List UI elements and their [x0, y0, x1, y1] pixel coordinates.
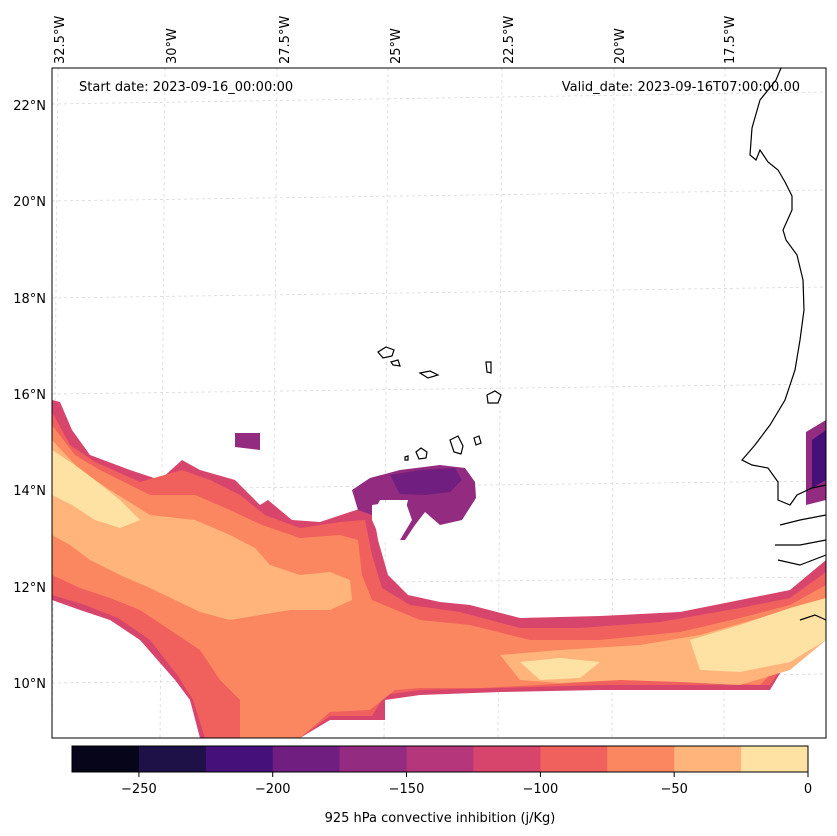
colorbar-swatch	[205, 746, 274, 772]
island-sao-vicente	[390, 359, 401, 367]
cin-east-coast-core	[812, 430, 826, 488]
colorbar-tick-label: 0	[804, 782, 812, 797]
colorbar-swatch	[138, 746, 207, 772]
island-santo-antao	[377, 346, 395, 359]
cin-band-25-0b	[690, 598, 826, 672]
lat-label: 22°N	[13, 99, 46, 114]
cin-hole	[372, 500, 412, 540]
colorbar-swatch	[473, 746, 541, 772]
colorbar-swatch	[741, 746, 809, 772]
lon-label: 32.5°W	[53, 16, 68, 64]
lon-label: 27.5°W	[278, 16, 293, 64]
lat-label: 14°N	[13, 484, 46, 499]
island-boa-vista	[486, 390, 502, 404]
colorbar-swatch	[339, 746, 408, 772]
colorbar-swatch	[72, 746, 140, 772]
cin-band-25-0c	[520, 658, 600, 680]
colorbar-swatch	[406, 746, 474, 772]
colorbar-swatch	[272, 746, 341, 772]
start-date-label: Start date: 2023-09-16_00:00:00	[79, 80, 293, 95]
lon-label: 20°W	[613, 28, 628, 64]
lon-label: 17.5°W	[723, 16, 738, 64]
island-fogo	[415, 447, 428, 460]
coastline-africa	[741, 67, 827, 621]
colorbar-ticks: −250 −200 −150 −100 −50 0	[121, 772, 812, 797]
island-maio	[473, 435, 482, 446]
lon-label: 22.5°W	[502, 16, 517, 64]
colorbar-tick-label: −50	[660, 782, 687, 797]
colorbar-tick-label: −150	[389, 782, 425, 797]
longitude-labels: 32.5°W 30°W 27.5°W 25°W 22.5°W 20°W 17.5…	[53, 16, 738, 64]
colorbar	[72, 746, 809, 772]
cin-patch-west	[235, 433, 260, 450]
lat-label: 20°N	[13, 195, 46, 210]
colorbar-swatch	[607, 746, 675, 772]
lat-label: 16°N	[13, 388, 46, 403]
colorbar-tick-label: −200	[255, 782, 291, 797]
coastlines	[377, 67, 827, 621]
island-sao-nicolau	[418, 370, 440, 379]
lat-label: 10°N	[13, 677, 46, 692]
colorbar-swatch	[540, 746, 608, 772]
lat-label: 12°N	[13, 581, 46, 596]
colorbar-swatch	[674, 746, 742, 772]
island-brava	[404, 455, 409, 461]
cin-field	[52, 400, 826, 738]
lon-label: 25°W	[389, 28, 404, 64]
valid-date-label: Valid_date: 2023-09-16T07:00:00.00	[562, 80, 800, 95]
lat-label: 18°N	[13, 292, 46, 307]
cin-band-25-0	[52, 450, 140, 528]
island-santiago	[449, 435, 464, 455]
island-sal	[485, 361, 492, 374]
cin-band-50-25	[52, 440, 352, 620]
latitude-labels: 22°N 20°N 18°N 16°N 14°N 12°N 10°N	[13, 99, 46, 692]
map-frame	[51, 67, 827, 739]
colorbar-title: 925 hPa convective inhibition (j/Kg)	[325, 811, 556, 826]
cin-dark-core-islands	[390, 468, 462, 495]
colorbar-tick-label: −250	[121, 782, 157, 797]
colorbar-frame	[71, 745, 809, 773]
colorbar-tick-label: −100	[523, 782, 559, 797]
lon-label: 30°W	[165, 28, 180, 64]
